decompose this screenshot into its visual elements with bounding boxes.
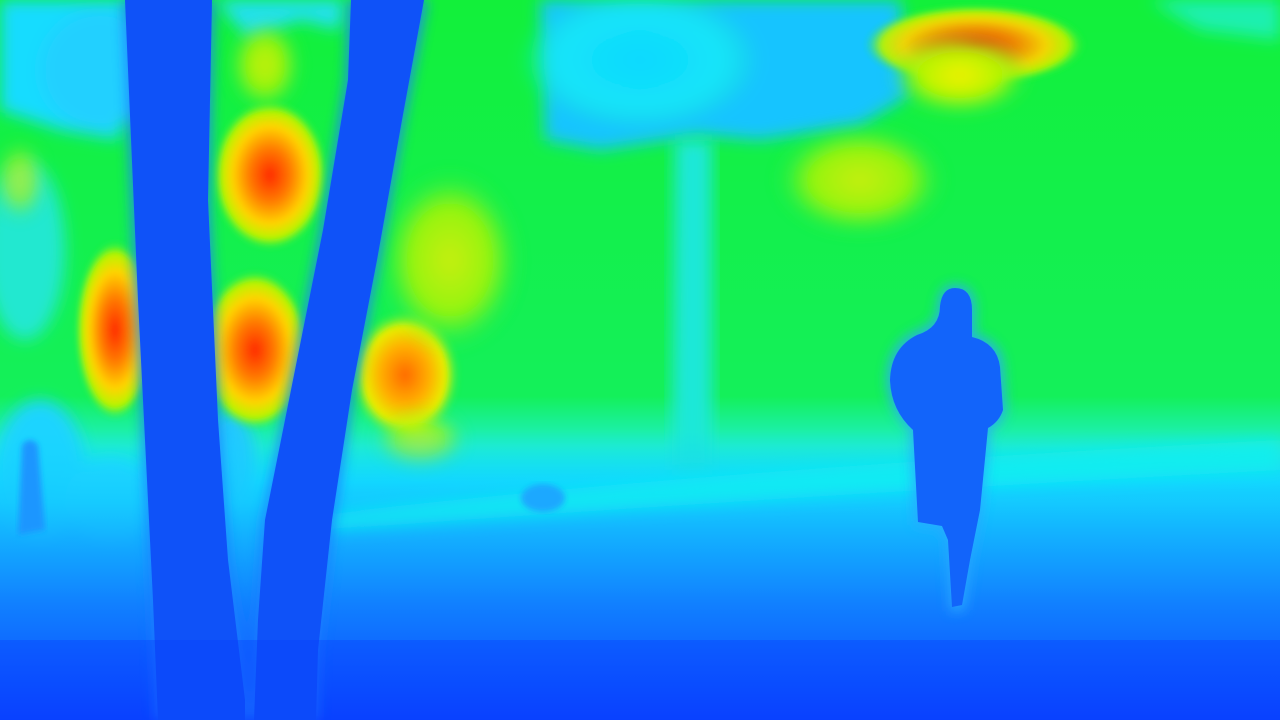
horizon-band	[320, 440, 1280, 530]
left-small-figure	[18, 440, 45, 535]
far-foliage	[0, 5, 1085, 470]
tree-trunks	[122, 0, 428, 720]
ground-object	[521, 484, 565, 512]
sky-region	[0, 0, 1280, 150]
foreground-shade	[0, 640, 1280, 720]
right-trunk	[254, 0, 424, 720]
background-trunk	[672, 140, 712, 470]
person-silhouette	[887, 285, 1006, 612]
left-trunk	[125, 0, 245, 720]
